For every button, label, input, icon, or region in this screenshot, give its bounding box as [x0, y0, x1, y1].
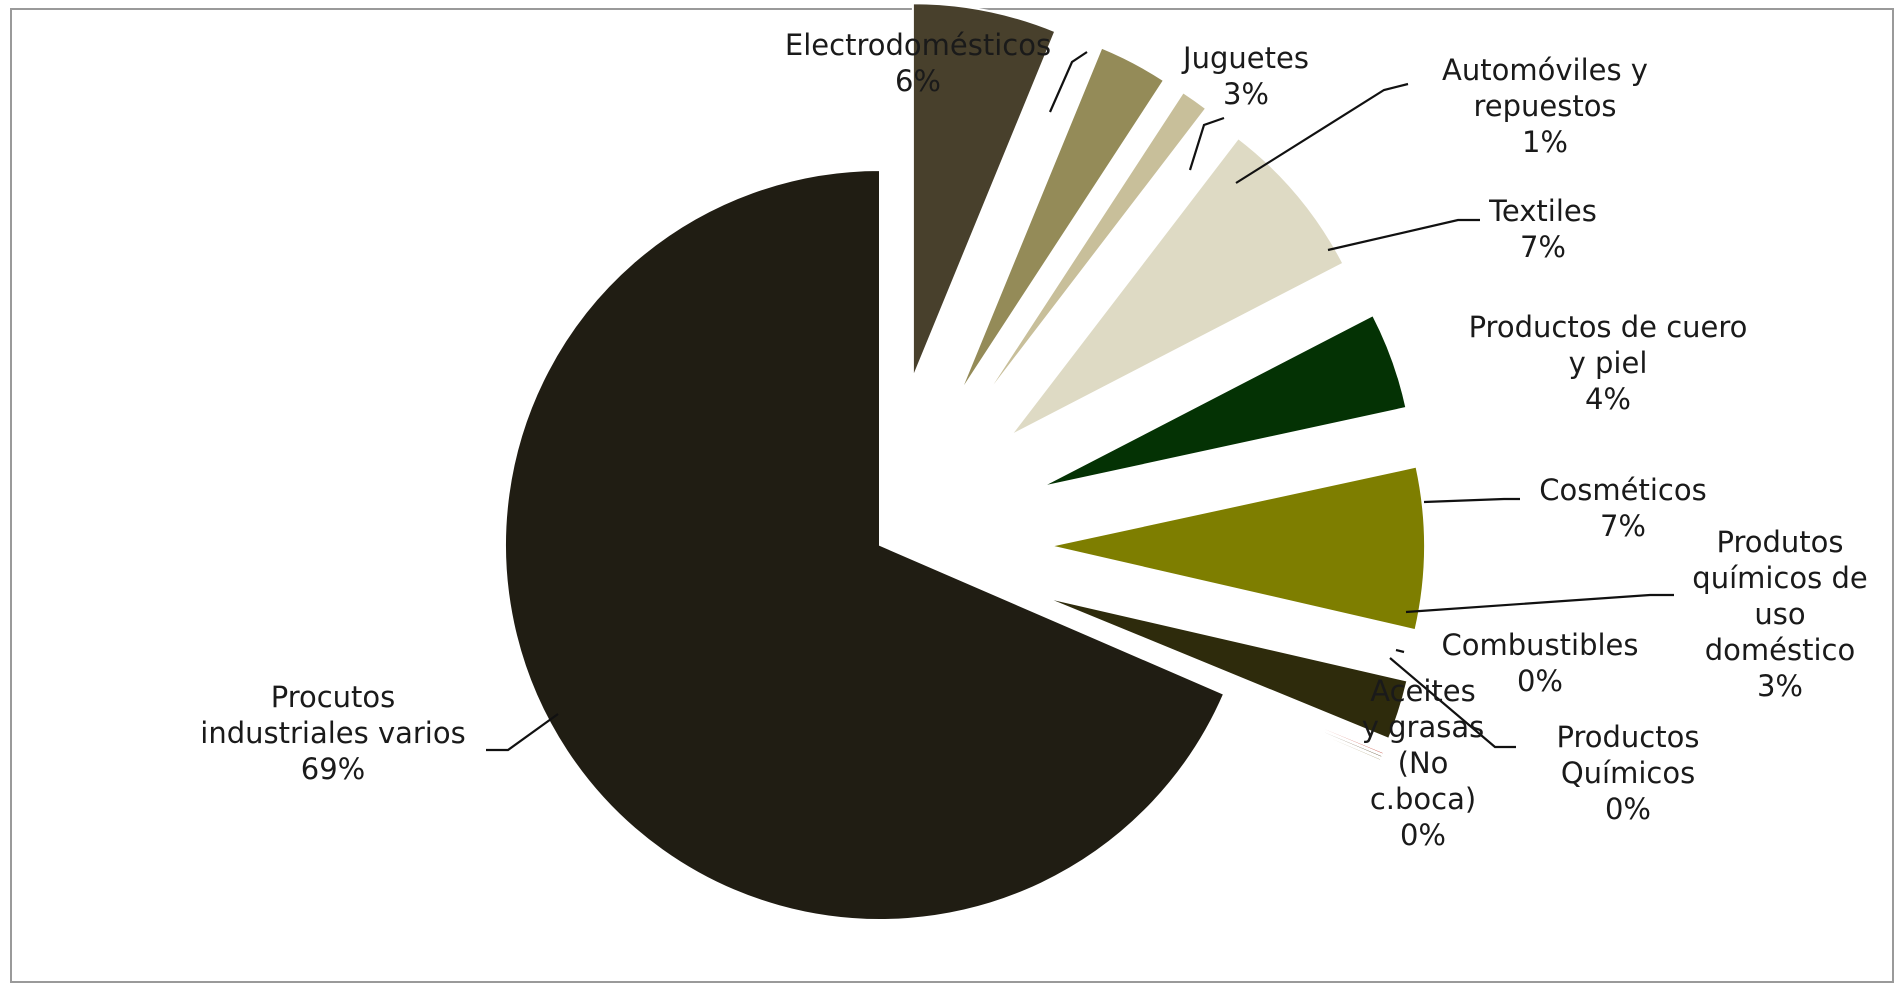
slice-name-line: químicos de: [1692, 561, 1867, 595]
slice-name-line: Procutos: [271, 680, 396, 714]
leader-line-6: [1405, 593, 1674, 614]
pie-slice-2: [977, 90, 1208, 407]
slice-name-line: Electrodomésticos: [785, 28, 1051, 62]
leader-line-10: [486, 713, 559, 752]
slice-label-0: Electrodomésticos 6%: [785, 28, 1051, 98]
slice-label-9: Combustibles 0%: [1442, 628, 1639, 698]
slice-name-line: industriales varios: [200, 716, 465, 750]
pie-slice-0: [911, 2, 1057, 379]
slice-name-line: uso: [1754, 597, 1805, 631]
slice-name-line: doméstico: [1705, 633, 1855, 667]
slice-label-8: Aceites y grasas (No c.boca) 0%: [1362, 674, 1484, 852]
slice-name-line: Combustibles: [1442, 628, 1639, 662]
slice-name-line: (No: [1398, 746, 1449, 780]
pie-slice-5: [1049, 465, 1426, 632]
slice-name-line: Textiles: [1488, 194, 1597, 228]
slice-name-line: Cosméticos: [1539, 473, 1706, 507]
slice-percent: 0%: [1517, 664, 1563, 698]
slice-name-line: Químicos: [1561, 756, 1695, 790]
leader-line-7: [1389, 657, 1516, 749]
slice-name-line: Aceites: [1370, 674, 1476, 708]
pie-slice-10: [504, 168, 1226, 921]
leader-line-1: [1188, 116, 1225, 171]
slice-label-6: Produtos químicos de uso doméstico 3%: [1692, 525, 1867, 703]
slice-name-line: Produtos: [1716, 525, 1843, 559]
pie-slice-8: [1036, 610, 1384, 760]
slice-name-line: Automóviles y: [1442, 53, 1648, 87]
leader-line-2: [1235, 82, 1409, 184]
pie-slice-4: [1039, 313, 1408, 489]
pie-slice-3: [1009, 136, 1345, 437]
slice-percent: 3%: [1223, 77, 1269, 111]
slice-label-1: Juguetes 3%: [1181, 41, 1309, 111]
leader-line-5: [1423, 497, 1520, 504]
slice-name-line: y grasas: [1362, 710, 1484, 744]
slice-name-line: Juguetes: [1181, 41, 1309, 75]
pie-slice-7: [1036, 609, 1386, 756]
slice-label-7: Productos Químicos 0%: [1557, 720, 1700, 826]
slice-percent: 0%: [1400, 818, 1446, 852]
slice-percent: 3%: [1757, 669, 1803, 703]
slice-percent: 7%: [1600, 509, 1646, 543]
leader-line-8: [1395, 648, 1405, 654]
slice-percent: 4%: [1585, 382, 1631, 416]
slice-name-line: y piel: [1569, 346, 1648, 380]
slice-label-2: Automóviles y repuestos 1%: [1442, 53, 1648, 159]
slice-percent: 7%: [1520, 230, 1566, 264]
slice-label-5: Cosméticos 7%: [1539, 473, 1706, 543]
pie-slice-6: [1041, 595, 1409, 741]
slice-percent: 6%: [895, 64, 941, 98]
slice-name-line: Productos: [1557, 720, 1700, 754]
leader-line-3: [1327, 218, 1480, 252]
slice-label-3: Textiles 7%: [1488, 194, 1597, 264]
leader-line-0: [1048, 51, 1088, 113]
slice-label-4: Productos de cuero y piel 4%: [1469, 310, 1748, 416]
slice-name-line: repuestos: [1473, 89, 1616, 123]
slice-percent: 69%: [301, 752, 365, 786]
pie-slice-1: [958, 46, 1166, 396]
slice-label-10: Procutos industriales varios 69%: [200, 680, 465, 786]
slice-percent: 0%: [1605, 792, 1651, 826]
slice-name-line: Productos de cuero: [1469, 310, 1748, 344]
slice-percent: 1%: [1522, 125, 1568, 159]
slice-name-line: c.boca): [1370, 782, 1476, 816]
